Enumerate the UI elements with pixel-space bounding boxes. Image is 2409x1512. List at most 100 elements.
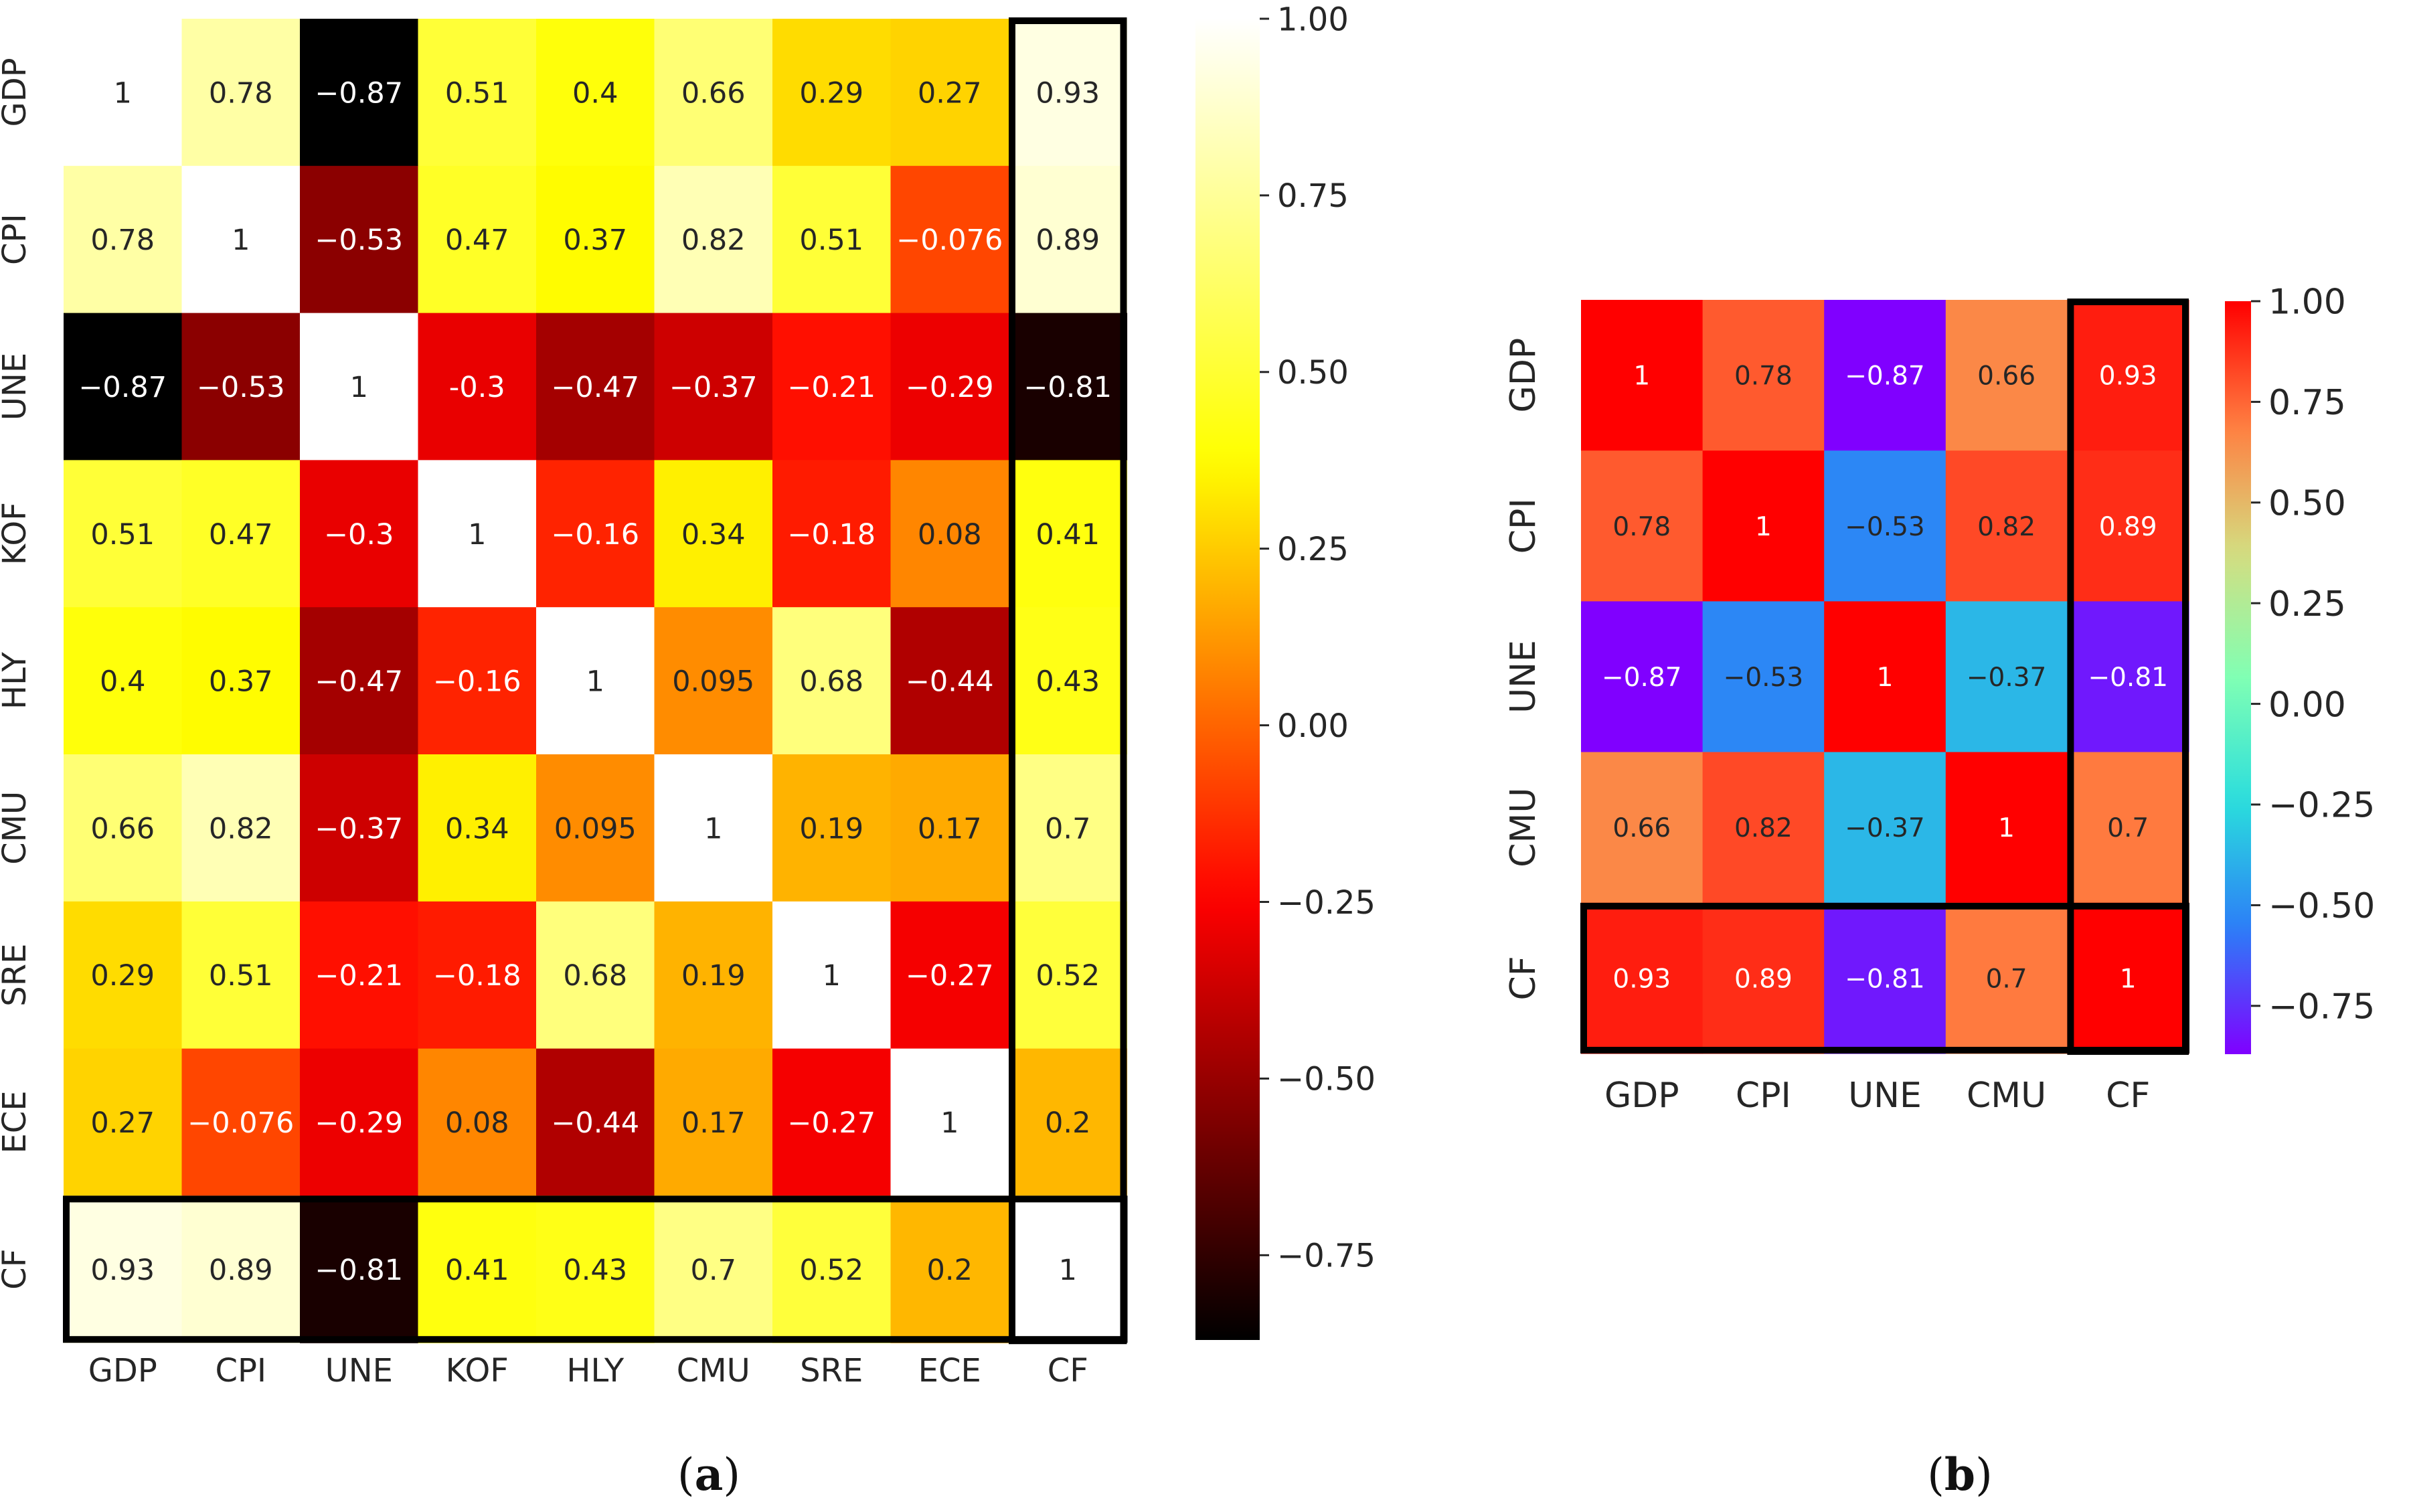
heatmap-cell-cf-kof xyxy=(418,1195,537,1343)
heatmap-cell-cmu-une xyxy=(300,754,419,902)
cell-value-label: 0.7 xyxy=(1045,812,1090,845)
row-tick-label: HLY xyxy=(0,652,33,709)
heatmap-cell-une-sre xyxy=(772,313,892,460)
row-tick-label: CMU xyxy=(1503,788,1544,867)
cell-value-label: 0.78 xyxy=(90,224,155,257)
heatmap-cell-gdp-cmu xyxy=(1945,300,2068,451)
cell-value-label: 1 xyxy=(586,665,604,699)
cell-value-label: 1 xyxy=(1877,663,1894,693)
heatmap-cell-kof-hly xyxy=(536,460,655,608)
cell-value-label: 0.89 xyxy=(1035,224,1100,257)
cell-value-label: 0.37 xyxy=(563,224,627,257)
heatmap-cell-hly-ece xyxy=(890,607,1009,755)
column-tick-label: CPI xyxy=(215,1352,266,1390)
heatmap-cell-cf-sre xyxy=(772,1195,892,1343)
heatmap-cell-une-gdp xyxy=(64,313,183,460)
colorbar-tick-label: −0.50 xyxy=(2268,886,2375,926)
heatmap-cell-une-hly xyxy=(536,313,655,460)
heatmap-cell-gdp-une xyxy=(1824,300,1946,451)
heatmap-cell-une-cpi xyxy=(181,313,301,460)
heatmap-cell-gdp-cpi xyxy=(1702,300,1825,451)
heatmap-cell-ece-gdp xyxy=(64,1048,183,1196)
cell-value-label: −0.53 xyxy=(1724,663,1804,693)
cell-value-label: −0.16 xyxy=(551,518,639,552)
cell-value-label: −0.27 xyxy=(787,1106,876,1140)
column-tick-label: GDP xyxy=(1604,1076,1679,1116)
column-tick-label: GDP xyxy=(88,1352,157,1390)
cell-value-label: 0.66 xyxy=(1977,361,2036,392)
heatmap-cell-sre-cmu xyxy=(654,901,773,1049)
cell-value-label: −0.53 xyxy=(197,371,285,404)
cell-value-label: 0.4 xyxy=(572,76,618,110)
cell-value-label: 0.89 xyxy=(2099,512,2157,542)
cell-value-label: 0.82 xyxy=(209,812,273,845)
cell-value-label: 0.93 xyxy=(1035,76,1100,110)
row-tick-label: KOF xyxy=(0,502,33,565)
cell-value-label: 0.51 xyxy=(90,518,155,552)
heatmap-cell-cf-cf xyxy=(1009,1195,1128,1343)
cell-value-label: 0.34 xyxy=(681,518,746,552)
panel-label: (b) xyxy=(1927,1448,1993,1501)
heatmap-cell-cf-une xyxy=(300,1195,419,1343)
heatmap-cell-gdp-cf xyxy=(2067,300,2189,451)
heatmap-cell-hly-sre xyxy=(772,607,892,755)
row-tick-label: UNE xyxy=(0,353,33,420)
heatmap-cell-cmu-cpi xyxy=(181,754,301,902)
cf-row-highlight-box xyxy=(63,1195,1128,1343)
heatmap-cell-cmu-ece xyxy=(890,754,1009,902)
cell-value-label: 1 xyxy=(114,76,132,110)
colorbar xyxy=(2225,301,2251,1054)
cell-value-label: 0.17 xyxy=(918,812,982,845)
cell-value-label: 0.29 xyxy=(799,76,863,110)
cell-value-label: −0.18 xyxy=(433,959,521,993)
heatmap-cell-ece-sre xyxy=(772,1048,892,1196)
heatmap-cell-cf-gdp xyxy=(1581,902,1704,1054)
cell-value-label: 0.27 xyxy=(90,1106,155,1140)
cell-value-label: 0.52 xyxy=(1035,959,1100,993)
cell-value-label: 0.19 xyxy=(799,812,863,845)
heatmap-cell-cf-cpi xyxy=(1702,902,1825,1054)
heatmap-cell-kof-gdp xyxy=(64,460,183,608)
heatmap-cell-kof-cf xyxy=(1009,460,1128,608)
cell-value-label: 0.2 xyxy=(927,1254,973,1287)
colorbar-tick-label: 0.00 xyxy=(1277,707,1349,745)
cell-value-label: 1 xyxy=(2120,964,2137,994)
cell-value-label: 0.27 xyxy=(918,76,982,110)
cell-value-label: −0.44 xyxy=(906,665,994,699)
colorbar-tick-label: −0.75 xyxy=(2268,987,2375,1027)
cell-value-label: 0.82 xyxy=(681,224,746,257)
cell-value-label: 0.78 xyxy=(1734,361,1793,392)
heatmap-cell-cpi-cpi xyxy=(1702,450,1825,602)
column-tick-label: CPI xyxy=(1736,1076,1791,1116)
heatmap-cell-gdp-kof xyxy=(418,19,537,167)
cell-value-label: 0.93 xyxy=(90,1254,155,1287)
column-tick-label: KOF xyxy=(446,1352,509,1390)
cell-value-label: 0.47 xyxy=(445,224,509,257)
row-tick-label: CPI xyxy=(0,214,33,265)
cell-value-label: 0.89 xyxy=(1734,964,1793,994)
heatmap-cell-hly-cpi xyxy=(181,607,301,755)
heatmap-cell-cf-une xyxy=(1824,902,1946,1054)
cell-value-label: −0.27 xyxy=(906,959,994,993)
cell-value-label: 0.095 xyxy=(672,665,754,699)
heatmap-cell-une-ece xyxy=(890,313,1009,460)
cell-value-label: −0.81 xyxy=(315,1254,403,1287)
cell-value-label: 0.51 xyxy=(445,76,509,110)
heatmap-cell-cmu-gdp xyxy=(64,754,183,902)
cell-value-label: 0.66 xyxy=(681,76,746,110)
heatmap-cell-cmu-kof xyxy=(418,754,537,902)
column-tick-label: UNE xyxy=(325,1352,393,1390)
cell-value-label: 0.47 xyxy=(209,518,273,552)
row-tick-label: GDP xyxy=(0,58,33,127)
cell-value-label: 0.93 xyxy=(1612,964,1671,994)
heatmap-cell-cpi-cf xyxy=(1009,165,1128,314)
cell-value-label: 1 xyxy=(1059,1254,1077,1287)
heatmap-cell-une-cf xyxy=(1009,313,1128,460)
heatmap-cell-une-une xyxy=(1824,601,1946,753)
cell-value-label: 0.43 xyxy=(1035,665,1100,699)
row-tick-label: CMU xyxy=(0,791,33,865)
colorbar-tick-label: −0.50 xyxy=(1277,1061,1376,1098)
heatmap-panel-a: 1 0.78 −0.87 0.51 0.4 0.66 0.29 0.27 0.93 0.78 1 −0… xyxy=(0,1,1376,1501)
heatmap-cell-une-cpi xyxy=(1702,601,1825,753)
